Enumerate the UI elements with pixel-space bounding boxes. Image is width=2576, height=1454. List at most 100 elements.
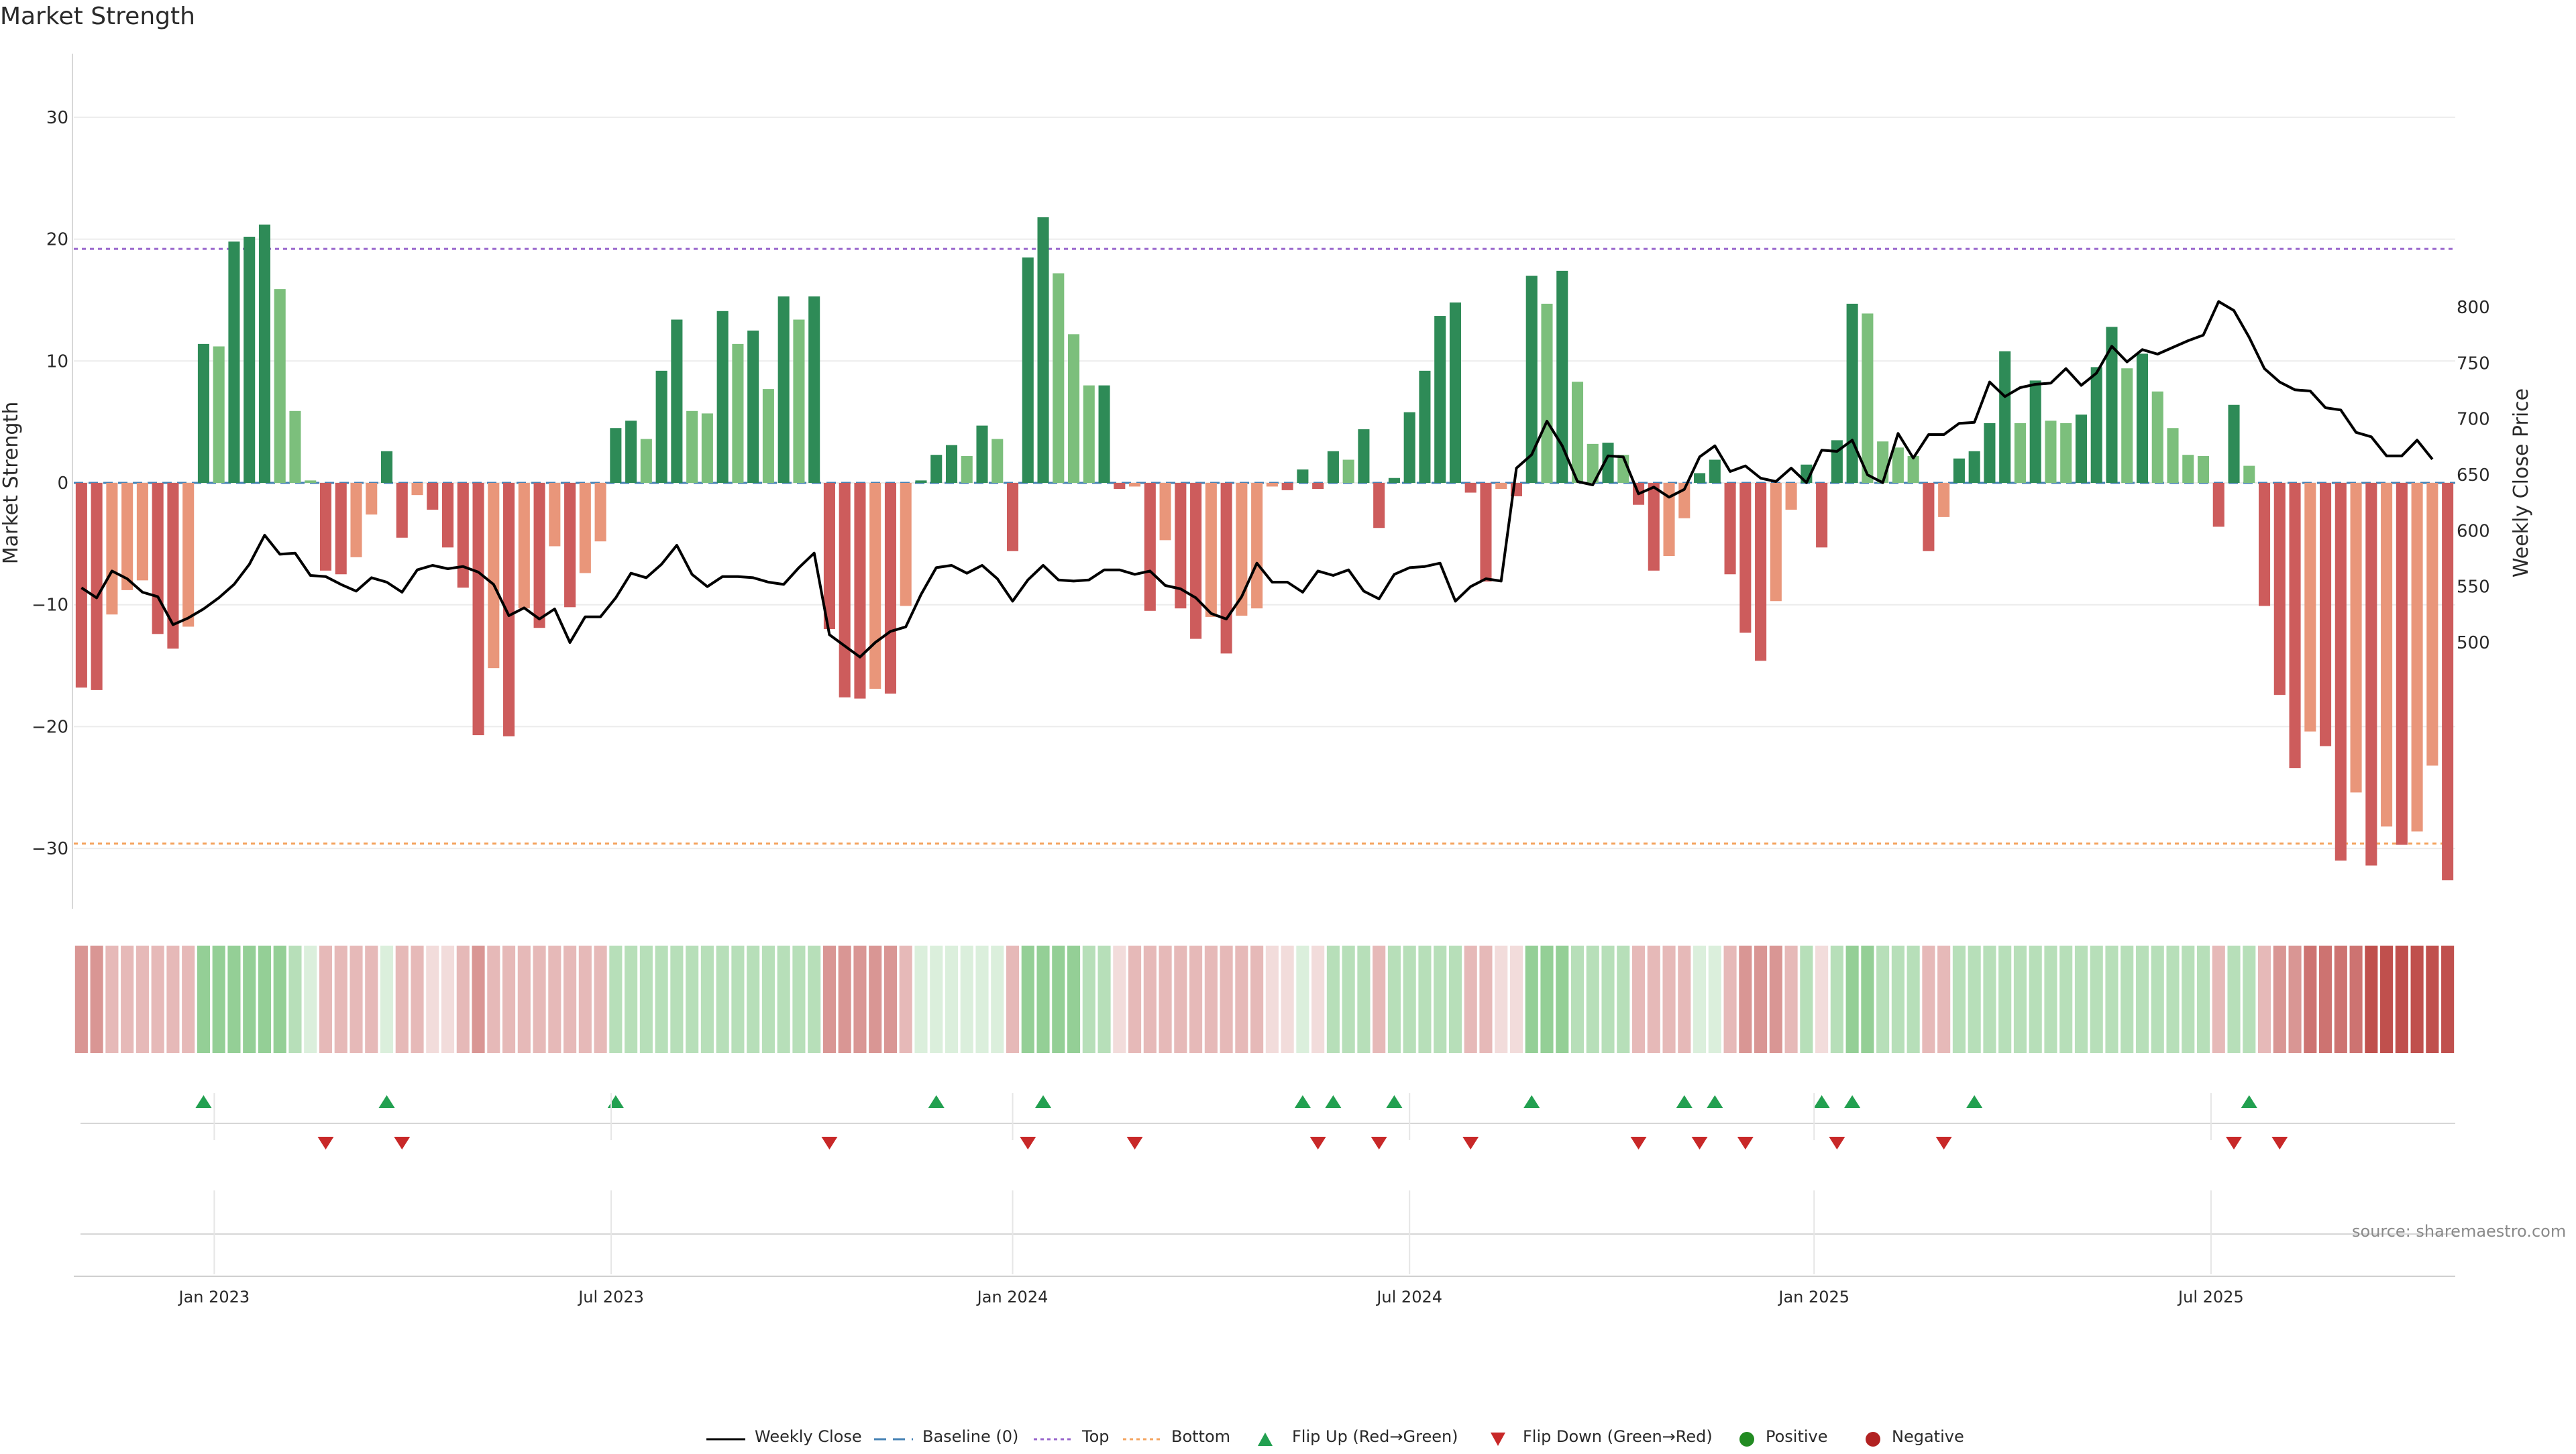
strength-bar [2014,423,2026,483]
strength-bar [594,483,606,542]
heat-cell [1800,946,1813,1053]
flip-up-marker [195,1095,212,1108]
legend-swatches [706,1432,1880,1447]
legend-positive-label: Positive [1766,1427,1828,1446]
heat-cell [1067,946,1081,1053]
strength-bar [1388,478,1400,483]
strength-bar [655,370,667,483]
flip-down-marker [1737,1137,1754,1150]
heat-cell [2151,946,2164,1053]
heat-cell [1570,946,1585,1053]
flip-up-marker [1707,1095,1723,1108]
heat-cell [2105,946,2118,1053]
flip-down-marker [2226,1137,2243,1150]
flip-up-marker [928,1095,945,1108]
heat-cell [197,946,210,1053]
heat-cell [533,946,546,1053]
heat-cell [426,946,439,1053]
strength-bar [1144,483,1156,611]
strength-bar [1220,483,1232,654]
heat-cell [487,946,500,1053]
heat-cell [1708,946,1721,1053]
strength-bar [2182,455,2194,483]
heat-cell [2166,946,2180,1053]
threshold-lines [74,247,2455,845]
strength-bar [380,451,393,483]
strength-bar [366,483,378,515]
strength-heat-strip [74,946,2455,1053]
heat-cell [2074,946,2088,1053]
strength-bar [2273,483,2286,695]
strength-bar [228,241,240,483]
strength-bar [2243,465,2255,483]
heat-cell [456,946,470,1053]
flip-down-marker [1126,1137,1143,1150]
strength-bar [2381,483,2393,827]
legend: Weekly Close Baseline (0) Top Bottom Fli… [0,1427,2576,1454]
strength-bar [1755,483,1767,661]
legend-flip-up-icon [1258,1433,1273,1446]
heat-cell [1495,946,1508,1053]
heat-cell [991,946,1004,1053]
strength-bar [1342,459,1354,483]
strength-bar [2304,483,2316,732]
heat-cell [670,946,684,1053]
legend-top-label: Top [1082,1427,1110,1446]
y-tick-label: −10 [32,596,68,616]
strength-bar [319,483,332,571]
heat-cell [1998,946,2012,1053]
heat-cell [1723,946,1737,1053]
strength-bar [2136,353,2149,483]
strength-bar [1373,483,1385,528]
heat-cell [1662,946,1676,1053]
strength-bar [1175,483,1187,609]
price-line-layer [80,300,2434,659]
strength-bar [2212,483,2224,527]
strength-bar [167,483,179,649]
heat-cell [1586,946,1599,1053]
heat-cell [90,946,103,1053]
strength-bar [182,483,195,627]
legend-bottom-label: Bottom [1171,1427,1231,1446]
heat-cell [609,946,623,1053]
strength-bar [1770,483,1782,602]
heat-cell [395,946,409,1053]
heat-cell [1036,946,1050,1053]
heat-cell [151,946,164,1053]
heat-cell [838,946,851,1053]
heat-cell [975,946,989,1053]
strength-bar [1114,483,1126,490]
strength-bar [1953,458,1965,483]
strength-bar [503,483,515,736]
strength-bar [472,483,484,736]
strength-bar [808,296,820,483]
heat-cell [380,946,394,1053]
strength-bar [2060,423,2072,483]
strength-bar [1205,483,1217,617]
flip-down-marker [394,1137,411,1150]
strength-bar [1877,441,1889,483]
strength-bar [1846,303,1858,483]
strength-bar [1053,273,1065,483]
heat-cell [639,946,653,1053]
strength-bar [1312,483,1324,490]
chart-title: Market Strength [0,3,195,30]
y2-tick-label: 500 [2457,633,2490,653]
heat-cell [564,946,577,1053]
strength-bar [762,389,774,483]
heat-cell [136,946,149,1053]
heat-cell [2273,946,2286,1053]
strength-bar [2442,483,2454,881]
heat-cell [960,946,973,1053]
x-tick-label: Jan 2023 [178,1288,250,1306]
y-tick-label: 20 [46,230,68,250]
heat-cell [883,946,898,1053]
y-tick-label: 10 [46,351,68,372]
heat-cell [1922,946,1935,1053]
strength-bar [1739,483,1752,633]
strength-bar [671,319,683,483]
strength-bar [2090,367,2102,483]
flip-up-marker [1966,1095,1983,1108]
strength-bar [732,343,744,483]
heat-cell [2257,946,2271,1053]
